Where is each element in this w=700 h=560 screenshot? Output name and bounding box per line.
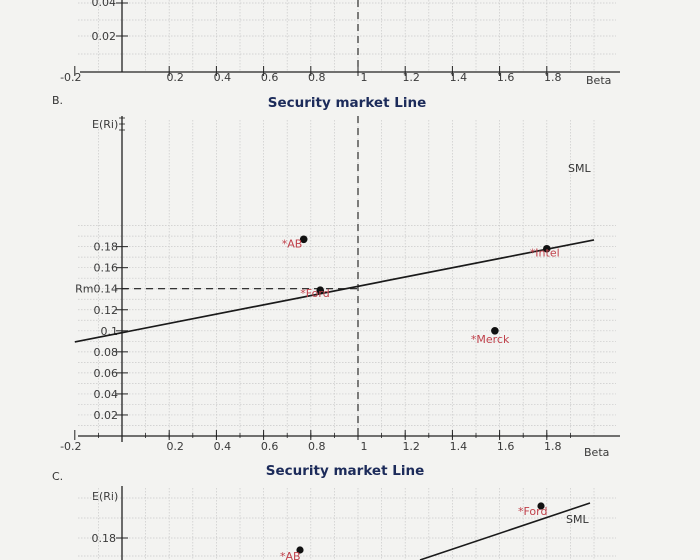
top-x-tick-label: 0.6 <box>261 71 279 84</box>
top-y-tick-label: 0.02 <box>92 30 117 43</box>
top-x-tick-label: -0.2 <box>60 71 81 84</box>
top-x-axis-label: Beta <box>586 74 611 87</box>
section-c-sml-label: SML <box>566 513 589 526</box>
top-x-tick-label: 0.8 <box>308 71 326 84</box>
chart-title: Security market Line <box>268 95 427 111</box>
point-intel <box>543 244 551 253</box>
x-tick-label: 1.8 <box>544 440 562 453</box>
chart-grid <box>78 120 616 436</box>
section-c-y-tick-label: 0.18 <box>92 532 117 545</box>
x-tick-label: -0.2 <box>60 440 81 453</box>
x-tick-label: 0.4 <box>214 440 232 453</box>
x-axis-label: Beta <box>584 446 609 459</box>
section-c-sml-line <box>419 502 591 560</box>
point-merck <box>491 327 499 335</box>
y-axis-label: E(Ri) <box>92 118 118 131</box>
sml-line <box>74 239 595 343</box>
point-ford <box>316 286 325 294</box>
top-x-tick-label: 1.8 <box>544 71 562 84</box>
x-tick-label: 1.2 <box>402 440 420 453</box>
y-tick-label: 0.18 <box>94 241 119 254</box>
section-c-label: C. <box>52 470 63 483</box>
x-tick-label: 1 <box>361 440 368 453</box>
chart-series <box>74 239 595 343</box>
top-x-tick-label: 1 <box>361 71 368 84</box>
section-c-point-ab <box>296 546 304 554</box>
section-c-title: Security market Line <box>266 463 425 479</box>
sml-series-label: SML <box>568 162 591 175</box>
point-label-merck: *Merck <box>471 333 510 346</box>
top-x-tick-label: 1.2 <box>402 71 420 84</box>
x-tick-label: 0.8 <box>308 440 326 453</box>
point-label-ford: *Ford <box>300 287 329 300</box>
x-tick-label: 1.4 <box>450 440 468 453</box>
point-ab <box>299 235 308 244</box>
y-tick-label: 0.08 <box>94 346 119 359</box>
y-tick-label: 0.12 <box>94 304 119 317</box>
y-tick-label: 0.06 <box>94 367 119 380</box>
section-c-label-ab: *AB <box>280 550 301 560</box>
point-label-intel: *Intel <box>530 247 560 260</box>
section-c-grid <box>78 488 616 560</box>
chart-points: *AB *Intel *Ford *Merck <box>282 235 560 346</box>
top-x-ticks: -0.2 0.2 0.4 0.6 0.8 1 1.2 1.4 1.6 1.8 <box>60 66 562 84</box>
x-tick-label: 0.2 <box>166 440 184 453</box>
y-tick-label: 0.16 <box>94 262 119 275</box>
y-tick-label: 0.02 <box>94 409 119 422</box>
x-tick-label: 1.6 <box>497 440 515 453</box>
y-tick-label: Rm0.14 <box>75 283 118 296</box>
top-x-tick-label: 0.4 <box>214 71 232 84</box>
top-x-tick-label: 1.4 <box>450 71 468 84</box>
point-label-ab: *AB <box>282 237 303 250</box>
section-c-label-ford: *Ford <box>518 505 547 518</box>
x-tick-label: 0.6 <box>261 440 279 453</box>
top-grid <box>78 0 616 72</box>
chart-axes <box>78 116 620 442</box>
section-c-y-axis-label: E(Ri) <box>92 490 118 503</box>
top-x-tick-label: 1.6 <box>497 71 515 84</box>
chart-ticks: -0.2 0.2 0.4 0.6 0.8 1 1.2 1.4 1.6 1.8 0.18 0.16 Rm0… <box>60 117 571 453</box>
y-tick-label: 0.04 <box>94 388 119 401</box>
section-c-point-ford <box>537 502 545 510</box>
top-x-tick-label: 0.2 <box>166 71 184 84</box>
section-b-label: B. <box>52 94 63 107</box>
top-y-tick-label: 0.04 <box>92 0 117 9</box>
